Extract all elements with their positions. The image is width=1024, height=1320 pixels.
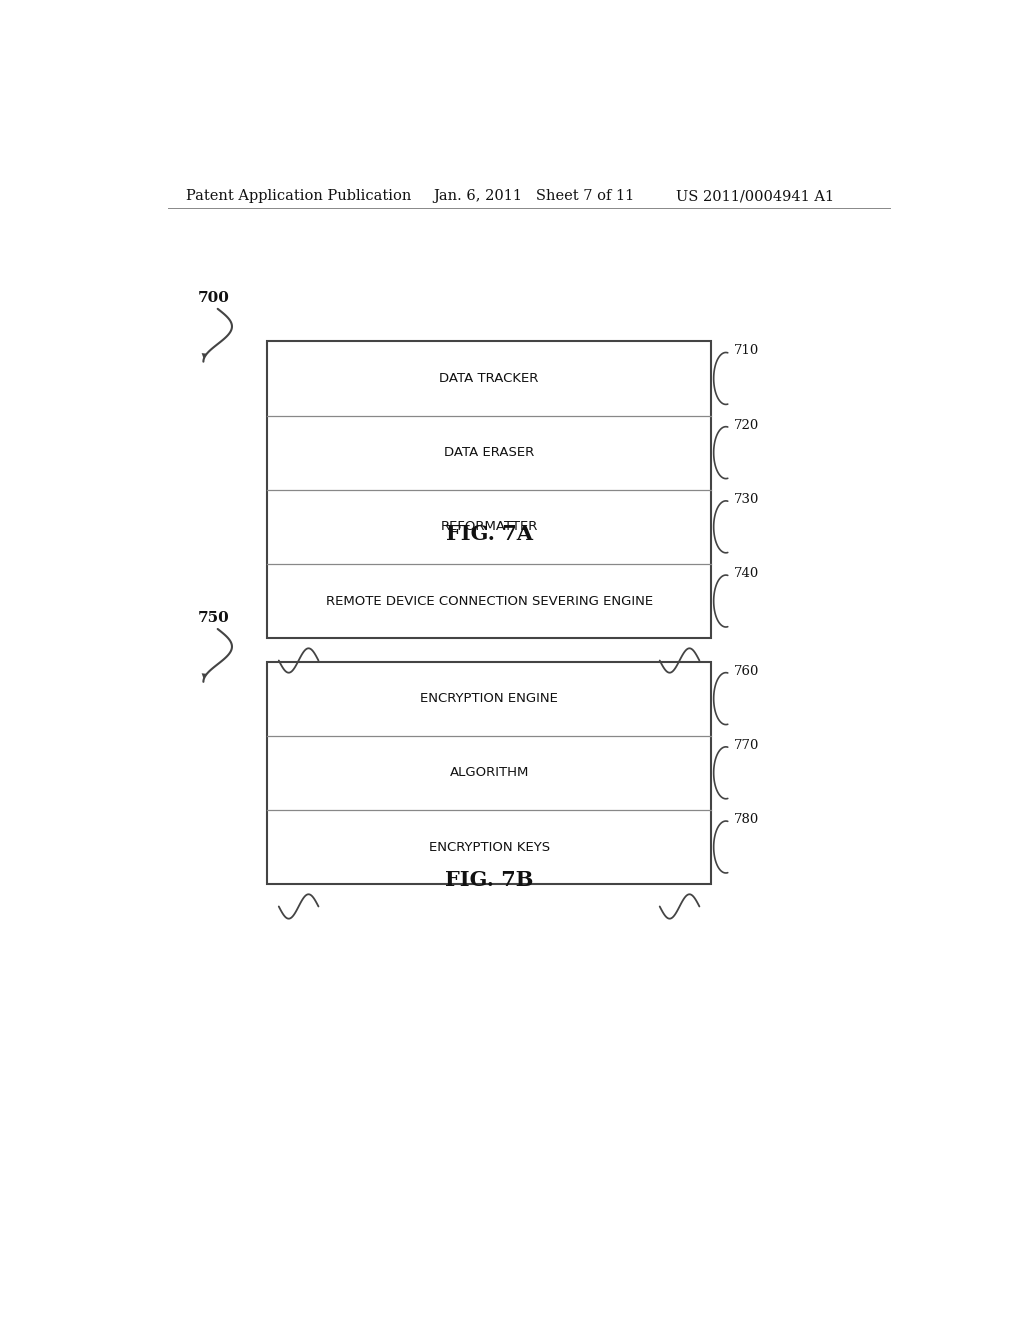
Text: 780: 780 bbox=[733, 813, 759, 826]
Text: ALGORITHM: ALGORITHM bbox=[450, 767, 528, 779]
Text: Patent Application Publication: Patent Application Publication bbox=[186, 189, 412, 203]
Bar bbox=[267, 342, 712, 638]
Text: 750: 750 bbox=[198, 611, 229, 624]
Text: Jan. 6, 2011   Sheet 7 of 11: Jan. 6, 2011 Sheet 7 of 11 bbox=[433, 189, 635, 203]
Text: 760: 760 bbox=[733, 664, 759, 677]
Text: 710: 710 bbox=[733, 345, 759, 358]
Text: US 2011/0004941 A1: US 2011/0004941 A1 bbox=[676, 189, 834, 203]
Text: REMOTE DEVICE CONNECTION SEVERING ENGINE: REMOTE DEVICE CONNECTION SEVERING ENGINE bbox=[326, 594, 652, 607]
Text: 700: 700 bbox=[198, 290, 229, 305]
Text: FIG. 7B: FIG. 7B bbox=[444, 870, 534, 890]
Text: FIG. 7A: FIG. 7A bbox=[445, 524, 532, 544]
Text: 720: 720 bbox=[733, 418, 759, 432]
Text: DATA ERASER: DATA ERASER bbox=[444, 446, 535, 459]
Text: ENCRYPTION KEYS: ENCRYPTION KEYS bbox=[428, 841, 550, 854]
Text: 740: 740 bbox=[733, 568, 759, 579]
Text: 730: 730 bbox=[733, 492, 759, 506]
Text: DATA TRACKER: DATA TRACKER bbox=[439, 372, 539, 385]
Bar bbox=[267, 661, 712, 884]
Text: REFORMATTER: REFORMATTER bbox=[440, 520, 538, 533]
Text: ENCRYPTION ENGINE: ENCRYPTION ENGINE bbox=[420, 692, 558, 705]
Text: 770: 770 bbox=[733, 739, 759, 752]
